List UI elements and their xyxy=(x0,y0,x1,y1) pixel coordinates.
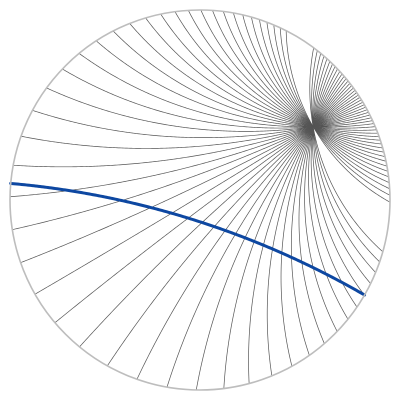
geodesic-line-10 xyxy=(212,10,384,153)
geodesic-line-3 xyxy=(273,24,390,190)
geodesic-line-31 xyxy=(107,90,356,367)
disk-boundary xyxy=(9,9,391,391)
geodesic-pencil xyxy=(10,9,391,391)
geodesic-line-47 xyxy=(311,50,380,263)
geodesic-line-30 xyxy=(79,92,357,348)
geodesic-line-42 xyxy=(308,63,349,320)
geodesic-line-9 xyxy=(223,11,386,157)
highlighted-geodesic xyxy=(9,181,367,297)
geodesic-line-18 xyxy=(95,40,375,128)
geodesic-line-44 xyxy=(312,58,365,296)
geodesic-line-28 xyxy=(34,97,361,295)
geodesic-line-6 xyxy=(251,17,388,172)
geodesic-line-27 xyxy=(20,99,362,263)
geodesic-line-19 xyxy=(78,53,373,128)
geodesic-line-37 xyxy=(266,76,345,376)
geodesic-line-7 xyxy=(242,14,388,167)
geodesic-line-39 xyxy=(290,71,341,356)
geodesic-line-43 xyxy=(310,61,358,308)
geodesic-line-14 xyxy=(160,13,380,137)
geodesic-line-41 xyxy=(304,66,338,332)
geodesic-line-11 xyxy=(200,9,383,149)
geodesic-line-15 xyxy=(145,17,378,134)
geodesic-line-17 xyxy=(112,30,376,129)
geodesic-line-5 xyxy=(259,19,389,178)
geodesic-line-45 xyxy=(312,55,371,284)
geodesic-line-26 xyxy=(12,101,364,231)
geodesic-line-46 xyxy=(312,53,376,273)
geodesic-line-16 xyxy=(129,23,377,131)
geodesic-line-38 xyxy=(280,73,343,367)
geodesic-line-8 xyxy=(233,12,387,162)
geodesic-line-13 xyxy=(174,11,381,141)
geodesic-line-40 xyxy=(298,68,338,344)
geodesic-line-29 xyxy=(54,94,359,323)
geodesic-line-48 xyxy=(309,47,384,253)
geodesic-line-12 xyxy=(188,10,382,145)
geodesic-line-4 xyxy=(266,22,390,183)
